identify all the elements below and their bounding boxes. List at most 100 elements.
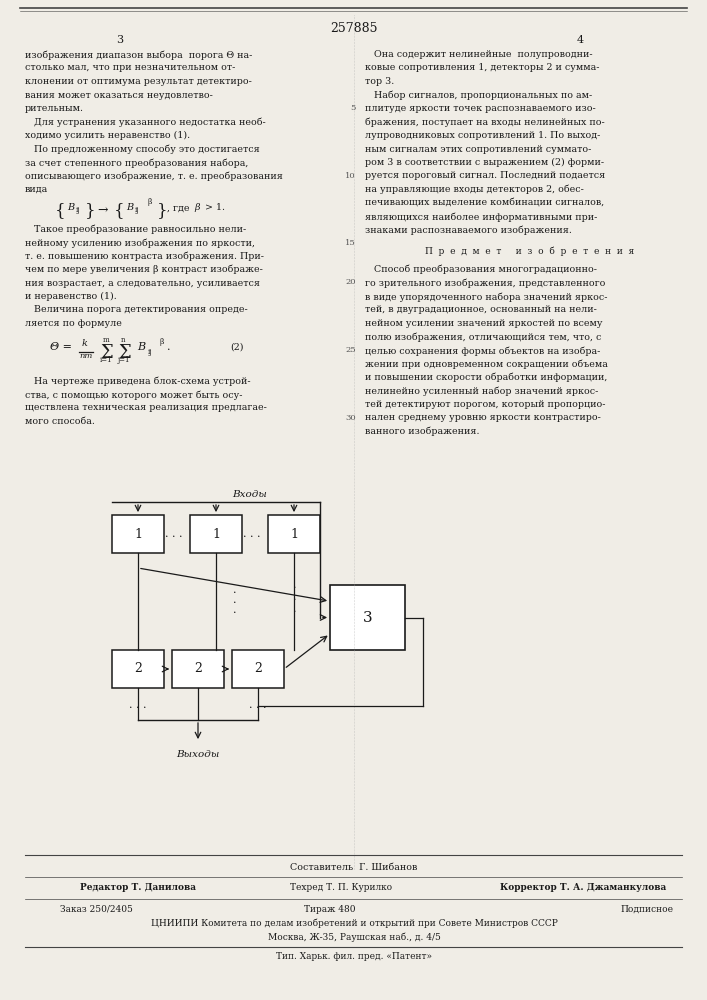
Text: .: .: [293, 580, 297, 590]
Text: Входы: Входы: [233, 490, 267, 499]
Text: тей, в двуградационное, основанный на нели-: тей, в двуградационное, основанный на не…: [365, 306, 597, 314]
Text: .: .: [293, 592, 297, 602]
Text: .: .: [293, 604, 297, 614]
Text: ij: ij: [76, 207, 81, 215]
Text: {: {: [114, 202, 124, 220]
Text: описывающего изображение, т. е. преобразования: описывающего изображение, т. е. преобраз…: [25, 172, 283, 181]
Text: . . .: . . .: [243, 529, 261, 539]
Text: плитуде яркости точек распознаваемого изо-: плитуде яркости точек распознаваемого из…: [365, 104, 596, 113]
Text: n: n: [121, 336, 126, 344]
Text: нален среднему уровню яркости контрастиро-: нален среднему уровню яркости контрастир…: [365, 414, 601, 422]
Text: полю изображения, отличающийся тем, что, с: полю изображения, отличающийся тем, что,…: [365, 332, 602, 342]
Text: 5: 5: [351, 104, 356, 112]
Text: ным сигналам этих сопротивлений суммато-: ным сигналам этих сопротивлений суммато-: [365, 144, 591, 153]
Text: На чертеже приведена блок-схема устрой-: На чертеже приведена блок-схема устрой-: [25, 376, 250, 386]
Text: столько мал, что при незначительном от-: столько мал, что при незначительном от-: [25, 64, 235, 73]
Text: B: B: [67, 202, 74, 212]
Text: i=1: i=1: [100, 357, 112, 364]
Bar: [232, 650, 284, 688]
Text: Она содержит нелинейные  полупроводни-: Она содержит нелинейные полупроводни-: [365, 50, 592, 59]
Text: 3: 3: [117, 35, 124, 45]
Text: лупроводниковых сопротивлений 1. По выход-: лупроводниковых сопротивлений 1. По выхо…: [365, 131, 600, 140]
Text: ществлена техническая реализация предлагае-: ществлена техническая реализация предлаг…: [25, 403, 267, 412]
Text: }: }: [85, 202, 95, 220]
Bar: [172, 650, 224, 688]
Text: (2): (2): [230, 342, 243, 352]
Text: ij: ij: [135, 207, 139, 215]
Text: мого способа.: мого способа.: [25, 417, 95, 426]
Text: . . .: . . .: [129, 700, 147, 710]
Text: 10: 10: [346, 172, 356, 180]
Text: вида: вида: [25, 185, 48, 194]
Text: .: .: [233, 585, 237, 595]
Bar: [268, 515, 320, 553]
Text: 1: 1: [134, 528, 142, 540]
Text: и неравенство (1).: и неравенство (1).: [25, 292, 117, 301]
Text: , где: , где: [167, 204, 189, 213]
Text: Редактор Т. Данилова: Редактор Т. Данилова: [80, 883, 196, 892]
Text: 25: 25: [346, 346, 356, 354]
Bar: [112, 515, 164, 553]
Text: Выходы: Выходы: [176, 750, 220, 759]
Text: Σ: Σ: [118, 344, 131, 361]
Text: ЦНИИПИ Комитета по делам изобретений и открытий при Совете Министров СССР: ЦНИИПИ Комитета по делам изобретений и о…: [151, 919, 557, 928]
Text: ляется по формуле: ляется по формуле: [25, 319, 122, 328]
Text: целью сохранения формы объектов на изобра-: целью сохранения формы объектов на изобр…: [365, 346, 600, 356]
Text: 4: 4: [576, 35, 583, 45]
Text: Москва, Ж-35, Раушская наб., д. 4/5: Москва, Ж-35, Раушская наб., д. 4/5: [267, 933, 440, 942]
Text: 3: 3: [363, 610, 373, 624]
Text: Тираж 480: Тираж 480: [304, 905, 356, 914]
Text: ij: ij: [148, 348, 153, 356]
Text: ния возрастает, а следовательно, усиливается: ния возрастает, а следовательно, усилива…: [25, 278, 260, 288]
Text: печивающих выделение комбинации сигналов,: печивающих выделение комбинации сигналов…: [365, 198, 604, 208]
Text: 257885: 257885: [330, 22, 378, 35]
Text: являющихся наиболее информативными при-: являющихся наиболее информативными при-: [365, 212, 597, 222]
Text: Корректор Т. А. Джаманкулова: Корректор Т. А. Джаманкулова: [500, 883, 666, 892]
Text: > 1.: > 1.: [205, 204, 225, 213]
Text: Σ: Σ: [100, 344, 112, 361]
Text: β: β: [160, 338, 164, 346]
Text: ванного изображения.: ванного изображения.: [365, 427, 479, 436]
Text: нейному усилению изображения по яркости,: нейному усилению изображения по яркости,: [25, 238, 255, 247]
Text: рительным.: рительным.: [25, 104, 84, 113]
Bar: [330, 585, 405, 650]
Text: 2: 2: [194, 662, 202, 676]
Text: Такое преобразование равносильно нели-: Такое преобразование равносильно нели-: [25, 225, 246, 234]
Text: руется пороговый сигнал. Последний подается: руется пороговый сигнал. Последний подае…: [365, 172, 605, 180]
Text: на управляющие входы детекторов 2, обес-: на управляющие входы детекторов 2, обес-: [365, 185, 584, 194]
Text: ства, с помощью которого может быть осу-: ства, с помощью которого может быть осу-: [25, 390, 243, 399]
Text: Составитель  Г. Шибанов: Составитель Г. Шибанов: [291, 863, 418, 872]
Text: Для устранения указанного недостатка необ-: Для устранения указанного недостатка нео…: [25, 117, 266, 127]
Text: 2: 2: [254, 662, 262, 676]
Text: {: {: [55, 202, 66, 220]
Text: тор 3.: тор 3.: [365, 77, 395, 86]
Text: 1: 1: [212, 528, 220, 540]
Text: }: }: [157, 202, 168, 220]
Text: нейном усилении значений яркостей по всему: нейном усилении значений яркостей по все…: [365, 319, 602, 328]
Text: .: .: [233, 605, 237, 615]
Text: и повышении скорости обработки информации,: и повышении скорости обработки информаци…: [365, 373, 607, 382]
Text: j=1: j=1: [118, 357, 131, 364]
Text: Заказ 250/2405: Заказ 250/2405: [60, 905, 133, 914]
Text: 15: 15: [345, 239, 356, 247]
Text: жении при одновременном сокращении объема: жении при одновременном сокращении объем…: [365, 360, 608, 369]
Text: m: m: [103, 336, 110, 344]
Text: По предложенному способу это достигается: По предложенному способу это достигается: [25, 144, 259, 154]
Text: П  р  е  д  м  е  т     и  з  о  б  р  е  т  е  н  и  я: П р е д м е т и з о б р е т е н и я: [426, 247, 635, 256]
Text: го зрительного изображения, представленного: го зрительного изображения, представленн…: [365, 278, 605, 288]
Text: знаками распознаваемого изображения.: знаками распознаваемого изображения.: [365, 226, 572, 235]
Text: 1: 1: [290, 528, 298, 540]
Text: т. е. повышению контраста изображения. При-: т. е. повышению контраста изображения. П…: [25, 251, 264, 261]
Text: ром 3 в соответствии с выражением (2) форми-: ром 3 в соответствии с выражением (2) фо…: [365, 158, 604, 167]
Text: Способ преобразования многоградационно-: Способ преобразования многоградационно-: [365, 265, 597, 274]
Text: изображения диапазон выбора  порога Θ на-: изображения диапазон выбора порога Θ на-: [25, 50, 252, 60]
Text: в виде упорядоченного набора значений яркос-: в виде упорядоченного набора значений яр…: [365, 292, 607, 302]
Text: Подписное: Подписное: [620, 905, 673, 914]
Text: . . .: . . .: [250, 700, 267, 710]
Text: .: .: [167, 342, 170, 353]
Text: 20: 20: [346, 278, 356, 286]
Text: B: B: [126, 202, 133, 212]
Text: B: B: [137, 342, 145, 352]
Text: клонении от оптимума результат детектиро-: клонении от оптимума результат детектиро…: [25, 77, 252, 86]
Text: Тип. Харьк. фил. пред. «Патент»: Тип. Харьк. фил. пред. «Патент»: [276, 952, 432, 961]
